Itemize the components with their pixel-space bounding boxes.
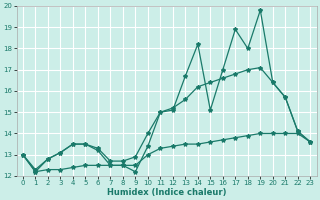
X-axis label: Humidex (Indice chaleur): Humidex (Indice chaleur) [107, 188, 226, 197]
